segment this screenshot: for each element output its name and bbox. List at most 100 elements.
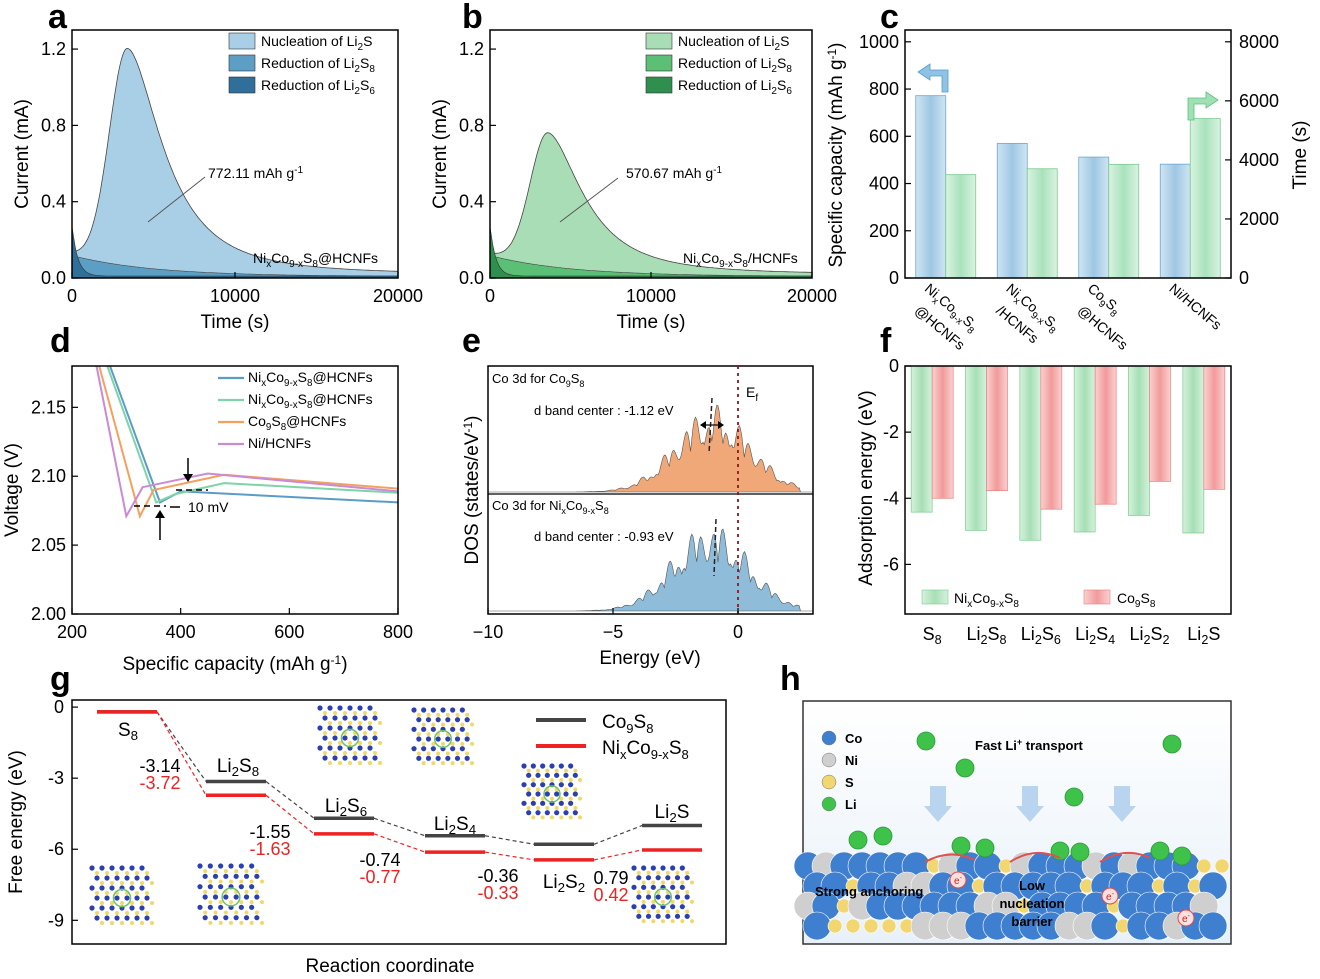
g-atom: [368, 761, 372, 765]
d-xtick-label: 800: [383, 622, 413, 642]
h-electron-label: e-: [1106, 891, 1115, 903]
g-atom: [115, 911, 119, 915]
g-atom: [641, 865, 647, 871]
g-atom: [416, 732, 421, 737]
f-legend-green: NixCo9-xS8: [954, 590, 1019, 610]
h-li-atom: [951, 836, 971, 856]
g-atom: [426, 712, 431, 717]
g-atom: [223, 915, 229, 921]
g-atom: [550, 778, 554, 782]
g-atom: [655, 913, 661, 919]
g-atom: [425, 736, 432, 742]
g-atom: [249, 884, 255, 890]
g-atom: [646, 909, 651, 914]
g-atom: [675, 890, 680, 895]
g-atom: [670, 899, 675, 904]
g-atom: [531, 796, 536, 801]
g-atom: [109, 885, 115, 891]
c-bar-time: [1108, 163, 1140, 279]
g-atom: [564, 806, 568, 810]
d-annotation: 10 mV: [188, 499, 229, 515]
d-xlabel: Specific capacity (mAh g-1): [122, 653, 347, 675]
d-ytick-label: 2.05: [31, 535, 66, 555]
g-atom: [202, 915, 208, 921]
g-atom: [573, 787, 578, 792]
h-transfer-arrow: [924, 853, 976, 863]
g-atom: [249, 863, 255, 869]
g-atom: [535, 772, 541, 778]
d-line-series-4: [95, 365, 399, 520]
b-legend-1: Nucleation of Li2S: [678, 33, 789, 53]
panel-letter-a: a: [48, 0, 68, 36]
f-bar-co9s8: [1040, 365, 1063, 510]
g-atom: [435, 717, 441, 723]
g-atom: [636, 875, 642, 881]
g-atom: [431, 761, 436, 766]
g-atom: [109, 905, 115, 911]
g-adsorbate: [433, 729, 453, 749]
f-bar-nixco9-xs8: [1182, 365, 1205, 534]
a-ytick-label: 1.2: [41, 39, 66, 59]
g-species-label: Li2S8: [217, 756, 259, 779]
h-down-arrow-icon: [1108, 786, 1136, 822]
g-atom: [94, 875, 100, 881]
g-atom: [559, 815, 564, 820]
g-atom: [441, 741, 445, 746]
g-atom: [631, 865, 637, 871]
g-atom: [212, 915, 219, 921]
g-atom: [544, 772, 550, 778]
c-bar-capacity: [1159, 163, 1191, 279]
g-atom: [665, 909, 670, 914]
g-xlabel: Reaction coordinate: [306, 956, 475, 977]
b-ytick-label: 0.8: [459, 115, 484, 135]
g-atom: [367, 705, 373, 711]
g-atom: [540, 815, 545, 820]
f-category-label: Li2S6: [1021, 624, 1061, 647]
d-line-series-3: [98, 365, 399, 519]
g-atom: [645, 913, 652, 919]
g-atom: [636, 890, 641, 895]
g-atom: [124, 875, 130, 881]
g-atom: [568, 815, 573, 820]
g-connector: [593, 824, 643, 845]
g-step-value-black: -0.36: [477, 866, 518, 886]
g-atom: [105, 891, 109, 895]
g-adsorbate: [112, 888, 132, 908]
g-species-label: Li2S6: [325, 796, 367, 819]
g-structure-li2s6: [317, 705, 382, 765]
g-connector: [156, 711, 207, 782]
e-xtick-label: 0: [733, 622, 743, 642]
g-atom: [679, 884, 685, 890]
g-species-label: Li2S4: [434, 814, 476, 837]
g-atom: [238, 863, 244, 869]
c-bar-time: [1189, 118, 1221, 279]
g-atom: [373, 711, 377, 715]
h-legend-label-co: Co: [845, 731, 862, 746]
g-atom: [358, 721, 362, 725]
g-atom: [450, 761, 455, 766]
g-ytick-label: 0: [54, 697, 64, 717]
g-atom: [470, 722, 474, 727]
g-atom: [651, 880, 656, 885]
g-atom: [317, 725, 323, 731]
f-ytick-label: 0: [889, 356, 899, 376]
g-atom: [95, 871, 99, 875]
g-atom: [348, 761, 352, 765]
g-atom: [568, 796, 573, 801]
h-barrier-line3: barrier: [1011, 914, 1052, 929]
g-atom: [208, 900, 213, 905]
g-atom: [440, 707, 446, 713]
g-atom: [636, 909, 641, 914]
a-legend-3: Reduction of Li2S6: [261, 77, 375, 97]
g-atom: [685, 890, 690, 895]
g-atom: [104, 875, 110, 881]
b-annotation: 570.67 mAh g-1: [626, 165, 723, 181]
panel-h-illustration: e-e-e- Co Ni S Li Fast Li+ transport Strong…: [793, 700, 1232, 945]
g-atom: [238, 884, 244, 890]
g-atom: [641, 899, 646, 904]
d-ylabel: Voltage (V): [2, 443, 23, 537]
b-legend: Nucleation of Li2S Reduction of Li2S8 Re…: [645, 32, 792, 97]
g-atom: [144, 915, 150, 921]
g-atom: [95, 911, 99, 915]
g-atom: [421, 707, 427, 713]
